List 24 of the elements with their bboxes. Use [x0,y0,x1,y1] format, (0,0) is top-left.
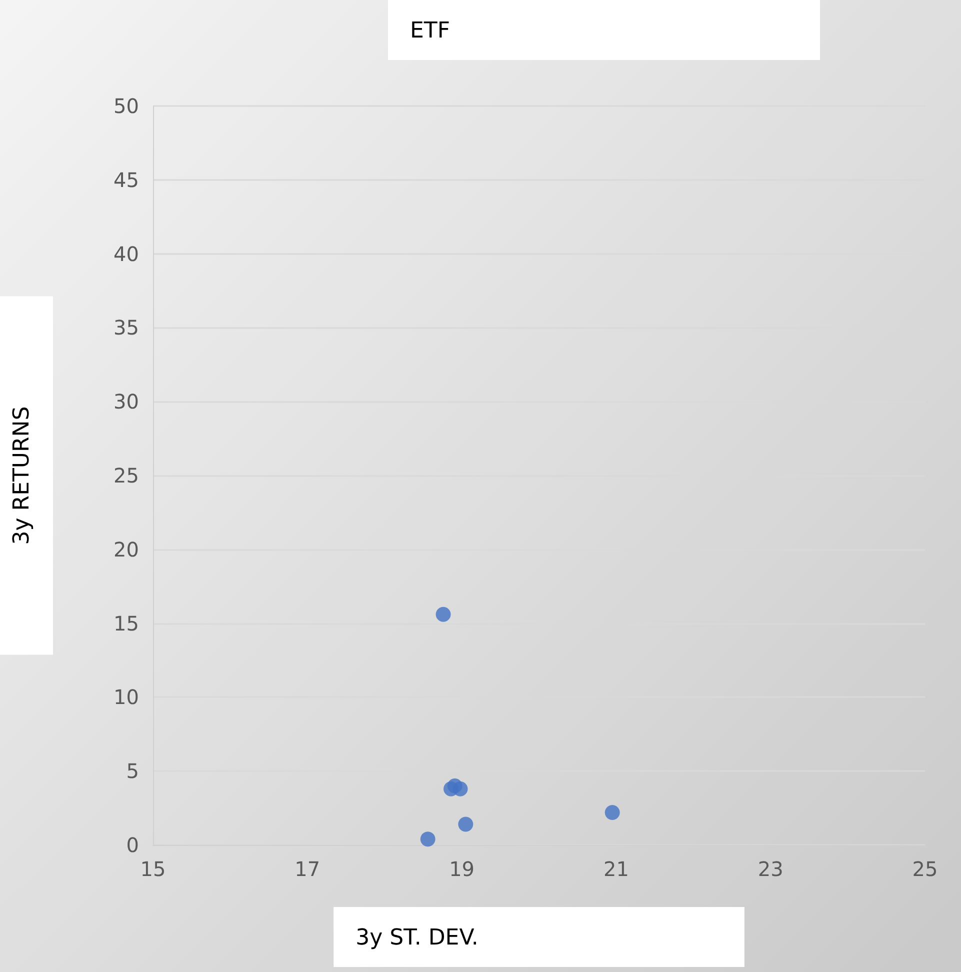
point [458,816,474,832]
x-tick-label: 19 [449,857,475,881]
x-tick-label: 21 [603,857,629,881]
y-tick-label: 25 [114,464,139,488]
y-axis-title: 3y RETURNS [10,406,34,545]
y-tick-label: 15 [114,611,139,636]
y-tick-label: 5 [126,759,139,784]
y-tick-label: 30 [114,390,139,414]
y-tick-label: 35 [114,316,139,340]
x-tick-label: 17 [294,857,320,881]
y-tick-label: 0 [126,833,139,857]
point [436,606,451,622]
point [604,804,620,820]
point [452,781,468,796]
chart-title: ETF [410,18,450,44]
y-tick-label: 45 [114,168,139,192]
y-tick-label: 10 [114,685,139,710]
x-tick-label: 23 [758,857,784,881]
x-axis-title: 3y ST. DEV. [356,926,478,950]
y-tick-label: 40 [114,242,139,266]
y-tick-label: 20 [114,537,139,562]
x-tick-label: 25 [912,857,938,881]
y-tick-label: 50 [114,94,139,118]
point [420,832,436,847]
